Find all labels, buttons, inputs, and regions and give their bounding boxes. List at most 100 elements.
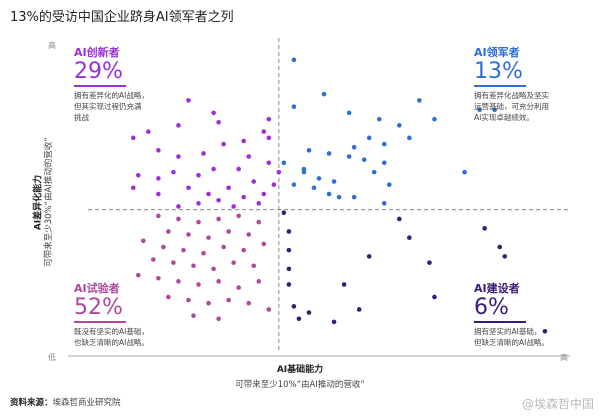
quadrant-rule [74, 321, 126, 323]
source-note: 资料来源：埃森哲商业研究院 [10, 396, 121, 408]
quadrant-description: 拥有差异化的AI战略， 但其实现过程仍充满 挑战 [74, 91, 149, 122]
data-point [462, 169, 467, 175]
data-point [181, 247, 186, 253]
data-point [351, 144, 357, 150]
data-point [176, 123, 181, 128]
data-point [236, 166, 241, 172]
data-point [397, 216, 402, 222]
data-point [246, 232, 252, 237]
data-point [286, 247, 292, 253]
data-point [316, 176, 322, 181]
data-point [326, 191, 332, 197]
data-point [196, 172, 201, 178]
data-point [346, 154, 352, 159]
data-point [256, 219, 262, 225]
data-point [502, 254, 508, 259]
source-text: 埃森哲商业研究院 [52, 398, 121, 408]
quadrant-description: 拥有坚实的AI基础， 但缺乏清晰的AI战略。 [474, 327, 549, 347]
data-point [226, 229, 231, 234]
data-point [311, 185, 317, 191]
y-axis-subtitle: 可带来至少30%“由AI推动的营收” [44, 137, 54, 267]
data-point [241, 194, 246, 200]
data-point [171, 169, 176, 175]
data-point [427, 260, 432, 265]
data-point [156, 148, 161, 153]
data-point [146, 129, 151, 134]
data-point [266, 307, 272, 312]
data-point [296, 316, 302, 322]
data-point [191, 313, 196, 318]
data-point [321, 91, 327, 97]
data-point [186, 297, 191, 303]
data-point [171, 260, 176, 265]
quadrant-percent: 29% [74, 59, 123, 84]
data-point [216, 119, 221, 125]
data-point [261, 191, 267, 197]
data-point [196, 282, 201, 287]
data-point [542, 328, 548, 334]
data-point [306, 310, 312, 315]
data-point [206, 300, 211, 306]
data-point [256, 201, 262, 206]
data-point [216, 316, 221, 322]
data-point [356, 307, 362, 312]
data-point [226, 185, 231, 191]
data-point [151, 257, 156, 262]
data-point [176, 204, 181, 209]
data-point [306, 148, 312, 153]
quadrant-label: AI创新者 [74, 46, 120, 59]
data-points [130, 57, 548, 334]
data-point [371, 169, 377, 175]
data-point [386, 182, 392, 187]
data-point [376, 116, 382, 122]
data-point [216, 279, 221, 284]
data-point [226, 297, 231, 303]
data-point [231, 260, 236, 265]
data-point [186, 185, 191, 191]
data-point [432, 116, 437, 122]
quadrant-rule [474, 85, 526, 87]
source-label: 资料来源： [10, 398, 53, 408]
data-point [176, 154, 181, 159]
x-axis-title: AI基础能力 [276, 365, 324, 375]
data-point [156, 191, 161, 197]
data-point [176, 216, 181, 222]
data-point [256, 279, 262, 284]
data-point [191, 263, 196, 269]
data-point [196, 219, 201, 225]
quadrant-description: 拥有差异化战略及坚实 运营基础，可充分利用 AI实现卓越绩效。 [474, 91, 549, 122]
data-point [291, 304, 297, 309]
quadrant-rule [474, 321, 526, 323]
data-point [477, 107, 482, 113]
data-point [397, 123, 402, 128]
quadrant-label: AI试验者 [74, 282, 120, 295]
data-point [492, 107, 498, 113]
x-axis-subtitle: 可带来至少10%“由AI推动的营收” [235, 380, 365, 390]
data-point [281, 210, 287, 216]
y-low-label: 低 [48, 353, 56, 362]
data-point [331, 179, 337, 184]
data-point [130, 135, 136, 141]
watermark: @埃森哲中国 [521, 397, 594, 411]
data-point [236, 213, 241, 219]
data-point [236, 285, 241, 290]
data-point [261, 129, 267, 134]
data-point [266, 135, 272, 141]
data-point [351, 194, 357, 200]
data-point [432, 294, 437, 300]
quadrant-builders: AI建设者 6% 拥有坚实的AI基础， 但缺乏清晰的AI战略。 [474, 280, 594, 348]
data-point [241, 247, 246, 253]
data-point [381, 160, 387, 166]
data-point [196, 201, 201, 206]
data-point [331, 319, 337, 325]
data-point [336, 194, 342, 200]
data-point [251, 263, 257, 269]
data-point [135, 172, 141, 178]
data-point [361, 157, 367, 162]
quadrant-rule [74, 85, 126, 87]
data-point [271, 182, 277, 187]
data-point [286, 229, 292, 234]
quadrant-percent: 52% [74, 295, 123, 320]
data-point [407, 235, 412, 240]
